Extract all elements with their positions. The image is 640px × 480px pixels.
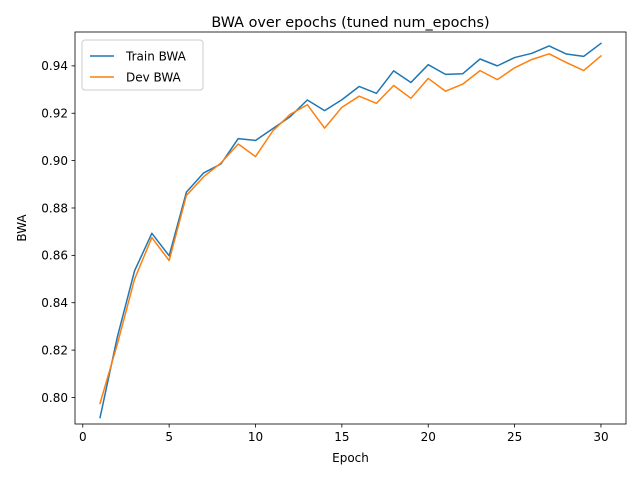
x-tick-label: 20 [421, 430, 436, 444]
x-tick-label: 5 [165, 430, 173, 444]
series-line-train [99, 42, 603, 419]
x-axis-label: Epoch [332, 451, 369, 465]
axes-frame [74, 31, 627, 425]
legend-label-train: Train BWA [125, 49, 187, 63]
y-tick-label: 0.86 [41, 249, 68, 263]
y-tick-label: 0.90 [41, 154, 68, 168]
y-tick-label: 0.88 [41, 201, 68, 215]
legend-label-dev: Dev BWA [126, 70, 182, 84]
x-tick-label: 10 [248, 430, 263, 444]
y-tick-label: 0.80 [41, 391, 68, 405]
y-tick-label: 0.94 [41, 59, 68, 73]
y-tick-label: 0.84 [41, 296, 68, 310]
chart-title: BWA over epochs (tuned num_epochs) [211, 15, 489, 31]
y-axis-label: BWA [15, 214, 29, 242]
legend: Train BWA Dev BWA [81, 39, 204, 91]
y-tick-label: 0.82 [41, 343, 68, 357]
x-tick-label: 0 [79, 430, 87, 444]
x-tick-label: 25 [507, 430, 522, 444]
y-tick-label: 0.92 [41, 107, 68, 121]
plot-area: 0 5 10 15 20 25 30 0.80 0.82 0.84 0.86 0.88 0.90 0.92… [41, 31, 627, 444]
series-line-dev [99, 53, 603, 405]
x-tick-label: 30 [593, 430, 608, 444]
x-tick-label: 15 [334, 430, 349, 444]
